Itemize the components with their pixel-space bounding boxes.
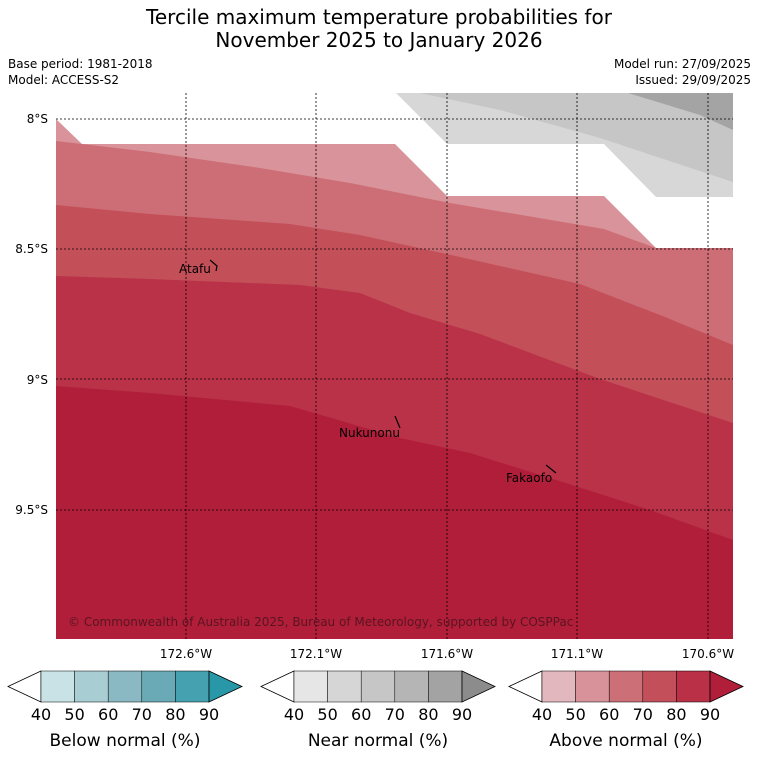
lon-labels: 172.6°W 172.1°W 171.6°W 171.1°W 170.6°W [160,647,734,661]
atafu-atoll [209,259,218,272]
colorbar-above-segment [642,670,677,703]
colorbar-above-tick-label: 60 [599,705,619,724]
nukunonu-atoll [394,415,401,429]
colorbar-near-segment [428,670,463,703]
colorbar-below-segment [175,670,210,703]
model-run: Model run: 27/09/2025 [613,57,751,71]
colorbar-below-tick-label: 80 [165,705,185,724]
band-above-90 [56,386,733,639]
model-name: Model: ACCESS-S2 [8,73,120,87]
base-period: Base period: 1981-2018 [8,57,153,71]
colorbar-below-tick-label: 60 [98,705,118,724]
atolls [209,259,557,474]
colorbar-near-tick-label: 50 [317,705,337,724]
colorbar-above-tick-label: 90 [700,705,720,724]
colorbar-near-tick-label: 40 [284,705,304,724]
colorbar-above: 40 50 60 70 80 90 [508,670,744,724]
colorbar-below-tick-label: 50 [64,705,84,724]
place-label-atafu: Atafu [179,262,211,276]
issued-date: Issued: 29/09/2025 [635,73,751,87]
colorbars: 40 50 60 70 80 90 40 50 60 70 80 90 40 50 60 70 80 90 [7,670,744,724]
lon-label-171-1: 171.1°W [551,647,603,661]
colorbar-label-above: Above normal (%) [549,731,703,751]
colorbar-above-segment [608,670,644,703]
colorbar-near-tick-label: 70 [385,705,405,724]
colorbar-below-tick-label: 70 [132,705,152,724]
colorbar-near: 40 50 60 70 80 90 [260,670,496,724]
lat-label-9: 9°S [27,373,48,387]
lon-label-171-6: 171.6°W [421,647,473,661]
map-title-line1: Tercile maximum temperature probabilitie… [146,5,612,29]
graticule [56,93,733,639]
colorbar-near-segment [327,670,362,703]
colorbar-near-min-extend [260,670,295,703]
colorbar-above-max-extend [709,670,744,703]
colorbar-above-tick-label: 40 [532,705,552,724]
colorbar-below-min-extend [7,670,42,703]
near-normal-shading [396,93,733,197]
map-title-line2: November 2025 to January 2026 [215,28,543,52]
colorbar-near-tick-label: 80 [418,705,438,724]
place-label-fakaofo: Fakaofo [506,471,552,485]
lat-label-8: 8°S [27,112,48,126]
colorbar-above-tick-label: 70 [633,705,653,724]
band-near-80 [628,93,733,130]
colorbar-label-below: Below normal (%) [49,731,201,751]
colorbar-above-tick-label: 80 [666,705,686,724]
lat-labels: 8°S 8.5°S 9°S 9.5°S [15,112,48,517]
colorbar-near-max-extend [461,670,496,703]
colorbar-near-tick-label: 60 [351,705,371,724]
colorbar-below-segment [74,670,109,703]
lat-label-8-5: 8.5°S [15,242,48,256]
lon-label-172-6: 172.6°W [160,647,212,661]
colorbar-below-segment [141,670,176,703]
colorbar-below-tick-label: 40 [31,705,51,724]
colorbar-below-segment [107,670,143,703]
copyright-notice: © Commonwealth of Australia 2025, Bureau… [68,615,573,629]
colorbar-above-segment [676,670,711,703]
band-near-60 [420,93,733,182]
colorbar-below: 40 50 60 70 80 90 [7,670,243,724]
place-label-nukunonu: Nukunonu [339,426,400,440]
lon-label-172-1: 172.1°W [290,647,342,661]
colorbar-above-segment [541,670,576,703]
colorbar-near-segment [394,670,429,703]
colorbar-above-tick-label: 50 [565,705,585,724]
above-normal-shading [56,119,733,639]
colorbar-near-segment [293,670,328,703]
colorbar-below-segment [40,670,75,703]
colorbar-near-tick-label: 90 [452,705,472,724]
colorbar-near-segment [360,670,396,703]
lat-label-9-5: 9.5°S [15,503,48,517]
colorbar-label-near: Near normal (%) [307,731,449,751]
colorbar-above-segment [575,670,610,703]
fakaofo-atoll [545,464,557,474]
colorbar-above-min-extend [508,670,543,703]
colorbar-below-tick-label: 90 [199,705,219,724]
lon-label-170-6: 170.6°W [682,647,734,661]
place-labels: Atafu Nukunonu Fakaofo [179,262,552,485]
colorbar-below-max-extend [208,670,243,703]
